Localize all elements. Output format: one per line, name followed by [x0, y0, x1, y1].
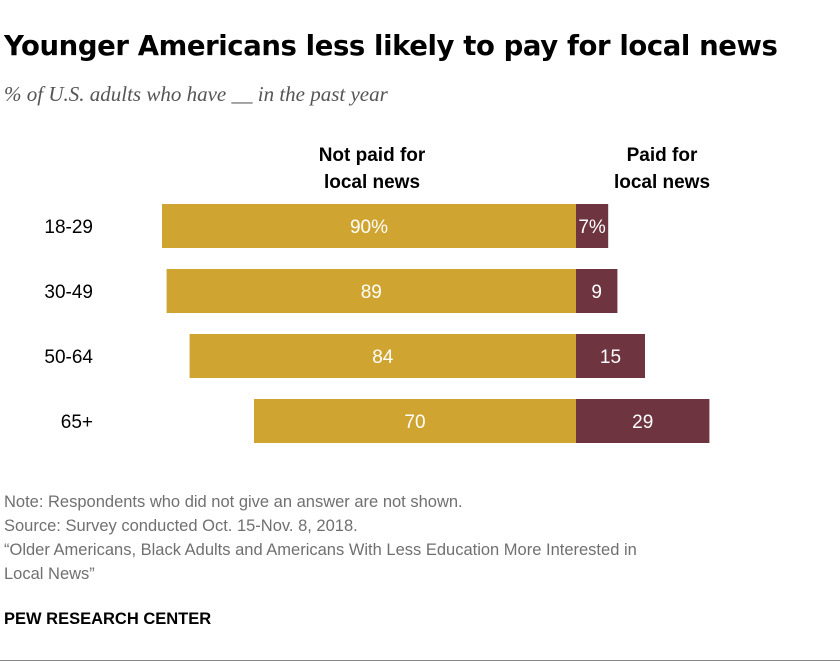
value-label-not-paid-65: 70: [404, 412, 425, 433]
value-label-paid-18-29: 7%: [578, 217, 606, 238]
bar-chart: Not paid for local news Paid for local news…: [44, 145, 710, 443]
legend-paid-for-local-news: Paid for local news: [614, 145, 710, 193]
bar-not-paid-65: [254, 399, 576, 443]
bar-paid-18-29: [576, 204, 609, 248]
bottom-divider: [0, 660, 840, 661]
value-labels: 90% 7% 89 9 84 15 70 29: [350, 217, 653, 433]
report-title-line-2: Local News”: [4, 565, 95, 583]
value-label-not-paid-50-64: 84: [372, 347, 394, 368]
category-label-18-29: 18-29: [44, 217, 93, 238]
bar-paid-50-64: [576, 334, 645, 378]
bar-not-paid-30-49: [166, 269, 576, 313]
category-label-30-49: 30-49: [44, 282, 93, 303]
chart-title: Younger Americans less likely to pay for…: [4, 30, 778, 62]
note-text: Note: Respondents who did not give an an…: [4, 493, 463, 511]
category-label-65: 65+: [61, 412, 93, 433]
report-title-line-1: “Older Americans, Black Adults and Ameri…: [4, 541, 637, 559]
bars: [162, 204, 710, 443]
value-label-paid-65: 29: [632, 412, 653, 433]
category-label-50-64: 50-64: [44, 347, 93, 368]
pew-logo-text: PEW RESEARCH CENTER: [4, 610, 212, 628]
bar-not-paid-50-64: [189, 334, 576, 378]
chart-notes: Note: Respondents who did not give an an…: [4, 490, 824, 586]
category-labels: 18-29 30-49 50-64 65+: [44, 217, 93, 433]
bar-not-paid-18-29: [162, 204, 576, 248]
source-text: Source: Survey conducted Oct. 15-Nov. 8,…: [4, 517, 358, 535]
bar-paid-30-49: [576, 269, 618, 313]
legend-not-paid-for-local-news: Not paid for local news: [319, 145, 426, 193]
value-label-not-paid-30-49: 89: [361, 282, 382, 303]
chart-subtitle: % of U.S. adults who have __ in the past…: [4, 82, 388, 106]
value-label-paid-30-49: 9: [591, 282, 602, 303]
value-label-not-paid-18-29: 90%: [350, 217, 388, 238]
bar-paid-65: [576, 399, 710, 443]
value-label-paid-50-64: 15: [600, 347, 621, 368]
legend: Not paid for local news Paid for local news: [319, 145, 710, 193]
